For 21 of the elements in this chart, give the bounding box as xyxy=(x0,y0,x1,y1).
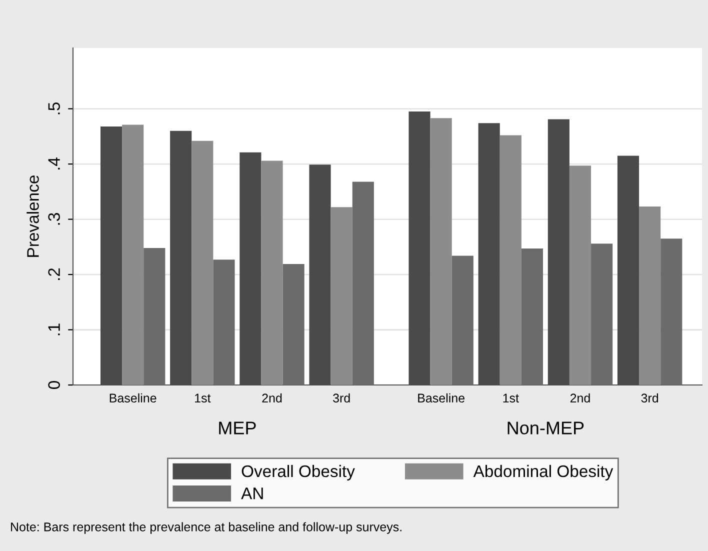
y-tick-label: .5 xyxy=(48,102,60,114)
x-tick-label: 2nd xyxy=(570,393,590,403)
x-tick-label: 2nd xyxy=(262,393,282,403)
y-tick-label: .3 xyxy=(48,213,60,225)
y-tick-label: .4 xyxy=(48,158,60,170)
x-tick-label: 3rd xyxy=(333,393,350,403)
x-tick-label: 3rd xyxy=(641,393,658,403)
x-tick-label: Baseline xyxy=(110,393,156,403)
text: MEP xyxy=(219,422,256,434)
y-tick-label: 0 xyxy=(48,381,60,389)
x-tick-label: 1st xyxy=(503,394,519,403)
y-axis-title: Prevalence xyxy=(26,176,39,257)
y-tick-label: .2 xyxy=(48,268,60,280)
legend-label: Abdominal Obesity xyxy=(473,464,614,480)
legend-label: AN xyxy=(241,488,263,500)
text: Non-MEP xyxy=(508,422,584,434)
text: Note: Bars represent the prevalence at baseline and follow-up surveys. xyxy=(11,522,402,534)
x-tick-label: Baseline xyxy=(418,393,464,403)
y-tick-label: .1 xyxy=(48,324,60,336)
legend-label: Overall Obesity xyxy=(242,464,355,480)
x-tick-label: 1st xyxy=(195,394,211,403)
